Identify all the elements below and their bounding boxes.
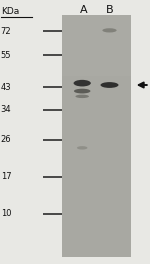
Text: 55: 55	[1, 51, 11, 60]
Bar	[62, 15, 131, 257]
Text: 43: 43	[1, 83, 11, 92]
Ellipse shape	[74, 89, 90, 93]
Text: 17: 17	[1, 172, 11, 181]
Text: 72: 72	[1, 27, 11, 36]
Text: 26: 26	[1, 135, 11, 144]
Text: 10: 10	[1, 209, 11, 218]
Text: A: A	[80, 5, 87, 15]
Ellipse shape	[75, 95, 89, 98]
Ellipse shape	[102, 28, 117, 32]
Text: 34: 34	[1, 105, 11, 114]
Text: KDa: KDa	[1, 7, 19, 16]
Bar	[62, 15, 131, 76]
Ellipse shape	[77, 146, 87, 149]
Ellipse shape	[74, 80, 91, 87]
Ellipse shape	[100, 82, 118, 88]
Text: B: B	[106, 5, 113, 15]
